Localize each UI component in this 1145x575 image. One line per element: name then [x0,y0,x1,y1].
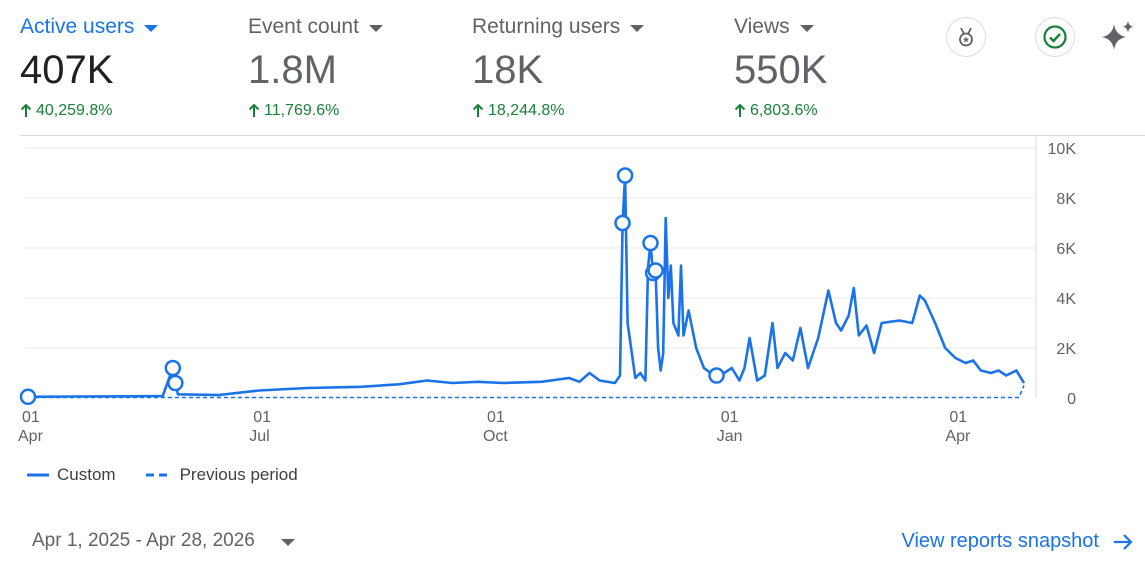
x-tick-month-label: Oct [483,428,508,445]
legend-item-previous: Previous period [145,465,298,485]
annotation-point [616,167,634,184]
x-tick-day-label: 01 [22,409,40,426]
insights-badge-icon [959,27,973,47]
check-circle-icon [1043,25,1067,49]
line-chart: 0 2K 4K 6K 8K 10K 01 Apr 01 Jul 01 Oct 01 Jan 01 Apr [18,136,1076,445]
annotation-point [614,214,631,232]
date-range-label: Apr 1, 2025 - Apr 28, 2026 [32,530,255,551]
metric-label: Active users [20,15,135,38]
x-tick-day-label: 01 [721,409,739,426]
y-tick-label: 2K [1056,341,1076,358]
arrow-up-icon [472,104,484,117]
ai-insights-button[interactable] [1098,17,1138,57]
y-tick-label: 4K [1056,291,1076,308]
metric-value: 407K [20,48,114,92]
y-tick-label: 8K [1056,191,1076,208]
view-reports-snapshot-link[interactable]: View reports snapshot [901,530,1133,553]
header-divider [20,135,1145,136]
chevron-down-icon[interactable] [799,24,814,32]
metric-value: 18K [472,48,544,92]
chart-grid [26,136,1037,398]
x-tick-month-label: Jul [249,428,269,445]
y-tick-label: 10K [1048,141,1077,158]
metric-label: Returning users [472,15,621,38]
metric-label: Event count [248,15,359,38]
x-tick-month-label: Jan [717,428,743,445]
arrow-right-icon [1114,533,1133,550]
y-tick-label: 0 [1067,391,1076,408]
metric-change-value: 40,259.8% [36,102,113,119]
metric-label-row[interactable]: Event count [248,10,383,44]
metric-change-value: 11,769.6% [264,102,340,119]
chart-lines [27,174,1026,399]
x-tick-month-label: Apr [945,428,971,445]
chevron-down-icon[interactable] [144,24,159,32]
metric-change: 6,803.6% [734,102,827,120]
chart-legend: Custom Previous period [27,465,318,485]
series-line-previous-period [28,385,1025,399]
sparkle-icon [1102,21,1133,50]
metric-active-users[interactable]: Active users 407K 40,259.8% [20,10,159,120]
legend-dashed-line-icon [145,473,172,477]
chevron-down-icon[interactable] [280,538,295,546]
check-status-button[interactable] [1035,17,1075,57]
x-tick-day-label: 01 [949,409,967,426]
metric-returning-users[interactable]: Returning users 18K 18,244.8% [472,10,645,120]
view-reports-snapshot-label: View reports snapshot [901,530,1099,552]
metric-change: 11,769.6% [248,102,383,120]
metric-label-row[interactable]: Active users [20,10,159,44]
metric-value: 550K [734,48,828,92]
arrow-up-icon [248,104,260,117]
date-range-selector[interactable]: Apr 1, 2025 - Apr 28, 2026 [32,530,295,552]
metric-change-value: 6,803.6% [750,102,818,119]
arrow-up-icon [20,104,32,117]
chart-points [19,167,725,405]
series-line-custom [27,174,1026,399]
metric-change: 18,244.8% [472,102,644,120]
arrow-up-icon [734,104,746,117]
metric-change: 40,259.8% [20,102,158,120]
annotation-point [708,367,725,384]
metric-views[interactable]: Views 550K 6,803.6% [734,10,827,120]
legend-solid-line-icon [27,473,49,477]
x-tick-day-label: 01 [253,409,271,426]
annotation-point [164,359,182,377]
annotation-point [642,234,659,252]
metric-label-row[interactable]: Views [734,10,827,44]
chart-labels: 0 2K 4K 6K 8K 10K 01 Apr 01 Jul 01 Oct 01 Jan 01 Apr [18,141,1076,445]
metric-change-value: 18,244.8% [488,102,565,119]
x-tick-day-label: 01 [487,409,505,426]
y-tick-label: 6K [1056,241,1076,258]
annotation-point [19,388,37,405]
metric-event-count[interactable]: Event count 1.8M 11,769.6% [248,10,383,120]
metric-label: Views [734,15,790,38]
insights-badge-button[interactable] [946,17,986,57]
metric-label-row[interactable]: Returning users [472,10,645,44]
metric-value: 1.8M [248,48,337,92]
legend-label: Custom [57,465,116,484]
legend-label: Previous period [179,465,298,484]
chevron-down-icon[interactable] [630,24,645,32]
legend-item-current: Custom [27,465,116,485]
annotation-point [647,262,664,279]
x-tick-month-label: Apr [18,428,44,445]
chevron-down-icon[interactable] [368,24,383,32]
annotation-point [167,374,184,392]
